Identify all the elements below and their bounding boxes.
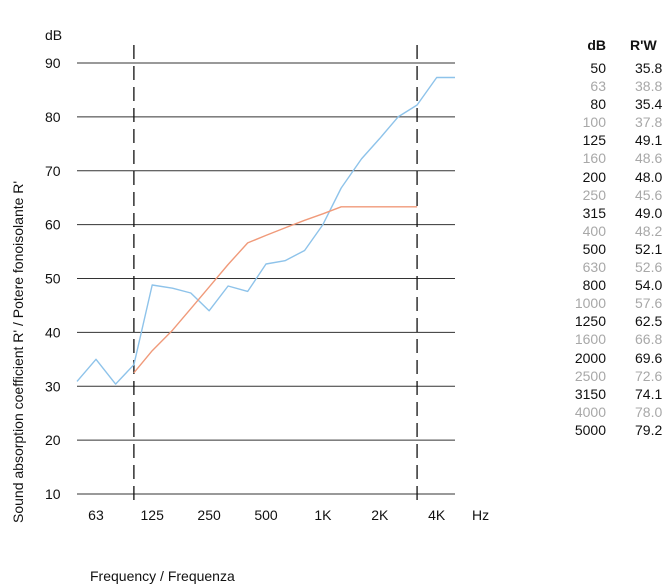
table-row: 50 35.8 bbox=[560, 59, 668, 77]
table-cell-rw: 52.1 bbox=[635, 240, 663, 257]
table-cell-rw: 79.2 bbox=[635, 421, 663, 438]
y-tick-labels: 10 20 30 40 50 60 70 80 90 bbox=[45, 55, 61, 502]
table-cell-freq: 63 bbox=[590, 78, 606, 95]
table-header-rw: R'W bbox=[630, 37, 657, 53]
values-table: dB R'W 50 35.8 63 38.8 80 35.4 100 37.8 125 49.1 1… bbox=[560, 37, 668, 439]
data-series bbox=[76, 76, 455, 385]
table-row: 5000 79.2 bbox=[560, 421, 668, 439]
x-tick-label: 2K bbox=[371, 507, 389, 523]
series-line-2 bbox=[133, 206, 418, 374]
table-cell-freq: 1000 bbox=[574, 295, 606, 312]
table-cell-freq: 50 bbox=[590, 60, 606, 76]
table-cell-freq: 630 bbox=[582, 259, 606, 276]
table-cell-freq: 400 bbox=[582, 222, 606, 239]
table-row: 125 49.1 bbox=[560, 131, 668, 149]
table-row: 500 52.1 bbox=[560, 240, 668, 258]
table-cell-rw: 62.5 bbox=[635, 313, 663, 330]
table-header-freq: dB bbox=[587, 37, 606, 53]
x-tick-label: 125 bbox=[141, 507, 165, 523]
table-cell-freq: 2500 bbox=[574, 367, 606, 384]
table-cell-freq: 2000 bbox=[574, 349, 606, 366]
y-tick-label: 20 bbox=[45, 432, 61, 448]
y-tick-label: 70 bbox=[45, 163, 61, 179]
table-cell-rw: 57.6 bbox=[635, 295, 663, 312]
table-row: 100 37.8 bbox=[560, 113, 668, 131]
table-cell-freq: 315 bbox=[582, 204, 606, 221]
table-cell-rw: 35.8 bbox=[635, 60, 663, 76]
series-line-1 bbox=[76, 76, 455, 385]
table-cell-freq: 5000 bbox=[574, 421, 606, 438]
table-header: dB R'W bbox=[560, 37, 668, 59]
table-row: 1000 57.6 bbox=[560, 294, 668, 312]
y-unit-label: dB bbox=[45, 27, 62, 43]
table-cell-rw: 74.1 bbox=[635, 385, 663, 402]
x-tick-label: 1K bbox=[314, 507, 332, 523]
table-cell-freq: 160 bbox=[582, 150, 606, 167]
x-unit-label: Hz bbox=[472, 507, 489, 523]
table-cell-freq: 1250 bbox=[574, 313, 606, 330]
table-row: 3150 74.1 bbox=[560, 385, 668, 403]
table-row: 80 35.4 bbox=[560, 95, 668, 113]
table-cell-rw: 78.0 bbox=[635, 403, 663, 420]
y-tick-label: 50 bbox=[45, 271, 61, 287]
table-cell-rw: 48.2 bbox=[635, 222, 663, 239]
x-tick-labels: 63 125 250 500 1K 2K 4K bbox=[88, 507, 446, 523]
table-cell-rw: 48.6 bbox=[635, 150, 663, 167]
table-cell-freq: 3150 bbox=[574, 385, 606, 402]
y-tick-label: 80 bbox=[45, 109, 61, 125]
table-cell-freq: 200 bbox=[582, 168, 606, 185]
table-cell-rw: 66.8 bbox=[635, 331, 663, 348]
y-axis-title: Sound absorption coefficient R' / Potere… bbox=[10, 181, 26, 523]
table-cell-rw: 38.8 bbox=[635, 78, 663, 95]
table-cell-freq: 500 bbox=[582, 240, 606, 257]
table-cell-rw: 48.0 bbox=[635, 168, 663, 185]
x-tick-label: 250 bbox=[197, 507, 221, 523]
x-tick-label: 4K bbox=[428, 507, 446, 523]
table-cell-rw: 37.8 bbox=[635, 114, 663, 131]
y-tick-label: 10 bbox=[45, 486, 61, 502]
y-tick-label: 90 bbox=[45, 55, 61, 71]
table-body: 50 35.8 63 38.8 80 35.4 100 37.8 125 49.1 160 48.6 2… bbox=[560, 59, 668, 439]
table-row: 160 48.6 bbox=[560, 149, 668, 167]
table-cell-rw: 45.6 bbox=[635, 186, 663, 203]
table-cell-freq: 250 bbox=[582, 186, 606, 203]
table-cell-rw: 72.6 bbox=[635, 367, 663, 384]
table-cell-freq: 100 bbox=[582, 114, 606, 131]
vertical-markers bbox=[133, 45, 418, 500]
table-row: 1250 62.5 bbox=[560, 312, 668, 330]
y-tick-label: 40 bbox=[45, 324, 61, 340]
table-row: 2000 69.6 bbox=[560, 349, 668, 367]
table-cell-freq: 1600 bbox=[574, 331, 606, 348]
table-cell-freq: 4000 bbox=[574, 403, 606, 420]
table-row: 63 38.8 bbox=[560, 77, 668, 95]
table-cell-freq: 125 bbox=[582, 132, 606, 149]
x-axis-title: Frequency / Frequenza bbox=[90, 568, 235, 584]
y-tick-label: 60 bbox=[45, 217, 61, 233]
table-cell-rw: 52.6 bbox=[635, 259, 663, 276]
table-cell-rw: 69.6 bbox=[635, 349, 663, 366]
y-tick-label: 30 bbox=[45, 378, 61, 394]
table-cell-freq: 80 bbox=[590, 96, 606, 113]
table-row: 400 48.2 bbox=[560, 222, 668, 240]
table-cell-rw: 49.0 bbox=[635, 204, 663, 221]
table-row: 315 49.0 bbox=[560, 204, 668, 222]
table-cell-rw: 49.1 bbox=[635, 132, 663, 149]
table-row: 2500 72.6 bbox=[560, 367, 668, 385]
table-row: 800 54.0 bbox=[560, 276, 668, 294]
x-tick-label: 500 bbox=[254, 507, 278, 523]
table-row: 1600 66.8 bbox=[560, 330, 668, 348]
table-row: 4000 78.0 bbox=[560, 403, 668, 421]
table-row: 250 45.6 bbox=[560, 186, 668, 204]
table-row: 200 48.0 bbox=[560, 168, 668, 186]
table-row: 630 52.6 bbox=[560, 258, 668, 276]
x-tick-label: 63 bbox=[88, 507, 104, 523]
table-cell-rw: 54.0 bbox=[635, 277, 663, 294]
table-cell-freq: 800 bbox=[582, 277, 606, 294]
table-cell-rw: 35.4 bbox=[635, 96, 663, 113]
gridlines bbox=[77, 62, 455, 495]
